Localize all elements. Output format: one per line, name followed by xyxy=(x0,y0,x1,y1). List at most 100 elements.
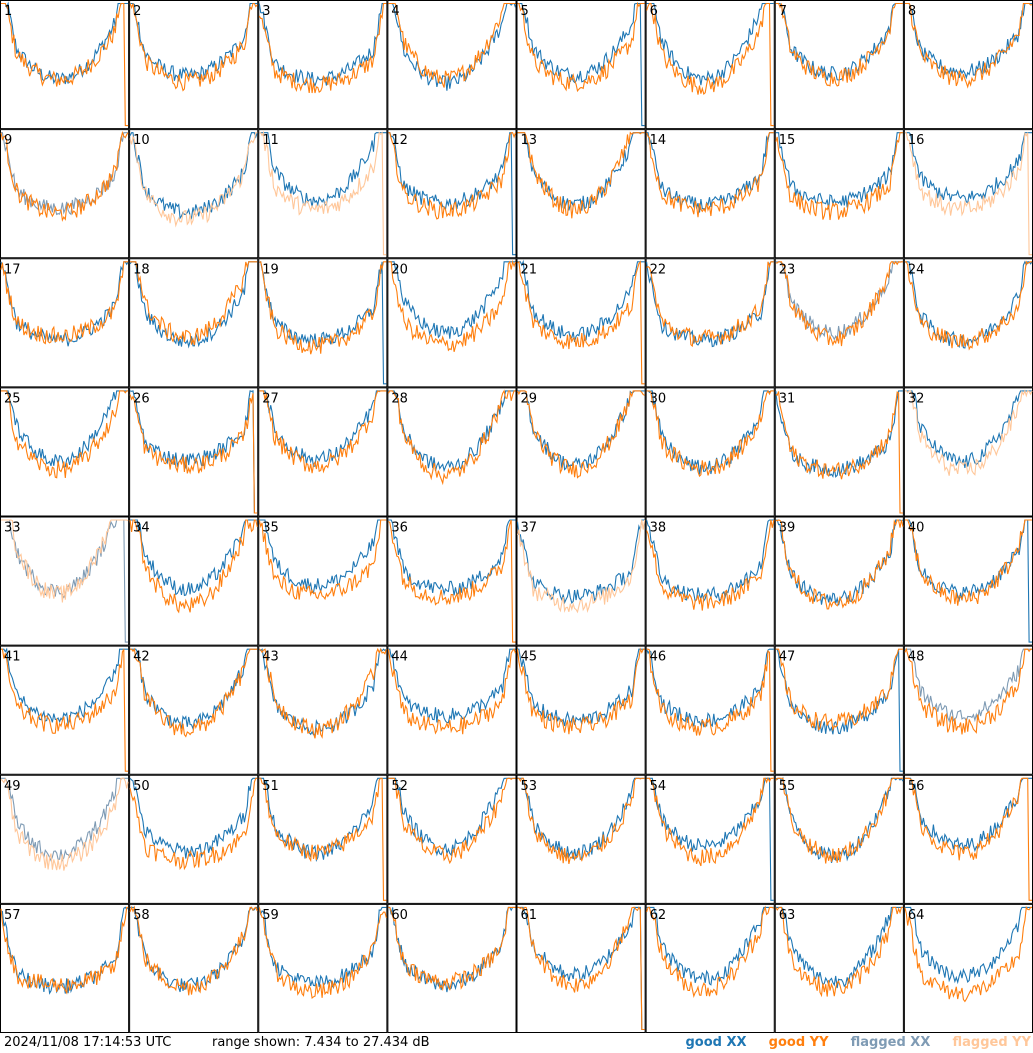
panel-number: 54 xyxy=(650,779,667,794)
xx-trace xyxy=(129,261,258,349)
panel-31: 31 xyxy=(774,387,904,517)
panel-number: 13 xyxy=(521,133,538,148)
xx-trace xyxy=(259,261,387,385)
panel-17: 17 xyxy=(0,258,130,388)
xx-trace xyxy=(388,261,516,339)
panel-number: 63 xyxy=(779,908,796,923)
yy-trace xyxy=(775,132,903,221)
panel-number: 15 xyxy=(779,133,796,148)
panel-number: 53 xyxy=(521,779,538,794)
xx-trace xyxy=(775,261,903,342)
yy-trace xyxy=(775,519,904,610)
panel-8: 8 xyxy=(903,0,1033,130)
panel-number: 60 xyxy=(391,908,408,923)
panel-30: 30 xyxy=(645,387,775,517)
yy-trace xyxy=(775,260,903,347)
panel-number: 22 xyxy=(650,262,667,277)
panel-number: 48 xyxy=(908,650,925,665)
panel-13: 13 xyxy=(516,129,646,259)
panel-5: 5 xyxy=(516,0,646,130)
panel-border xyxy=(774,258,904,388)
panel-border xyxy=(129,774,259,904)
yy-trace xyxy=(0,261,129,345)
panel-45: 45 xyxy=(516,645,646,775)
yy-trace xyxy=(129,905,258,996)
panel-number: 2 xyxy=(133,4,141,19)
yy-trace xyxy=(258,907,387,1000)
panel-border xyxy=(645,903,775,1033)
yy-trace xyxy=(129,519,258,614)
yy-trace xyxy=(517,260,645,385)
panel-number: 16 xyxy=(908,133,925,148)
panel-23: 23 xyxy=(774,258,904,388)
panel-border xyxy=(774,0,904,130)
panel-52: 52 xyxy=(387,774,517,904)
xx-trace xyxy=(517,906,645,1031)
timestamp: 2024/11/08 17:14:53 UTC xyxy=(4,1035,172,1050)
footer-bar: 2024/11/08 17:14:53 UTC range shown: 7.4… xyxy=(0,1033,1033,1053)
yy-trace xyxy=(1,2,129,127)
panel-number: 40 xyxy=(908,521,925,536)
xx-trace xyxy=(646,906,774,986)
panel-border xyxy=(258,645,388,775)
panel-55: 55 xyxy=(774,774,904,904)
panel-border xyxy=(516,774,646,904)
xx-trace xyxy=(129,390,258,514)
panel-44: 44 xyxy=(387,645,517,775)
panel-number: 34 xyxy=(133,521,150,536)
panel-number: 51 xyxy=(262,779,279,794)
xx-trace xyxy=(904,648,1032,723)
panel-number: 62 xyxy=(650,908,667,923)
xx-trace xyxy=(775,648,903,772)
panel-border xyxy=(903,387,1033,517)
panel-border xyxy=(258,387,388,517)
yy-trace xyxy=(259,390,387,474)
panel-number: 28 xyxy=(391,391,408,406)
panel-border xyxy=(516,903,646,1033)
panel-number: 8 xyxy=(908,4,916,19)
panel-number: 35 xyxy=(262,521,279,536)
xx-trace xyxy=(259,519,387,594)
panel-number: 14 xyxy=(650,133,667,148)
panel-number: 4 xyxy=(391,4,399,19)
xx-trace xyxy=(646,519,774,603)
yy-trace xyxy=(517,1,645,93)
panel-28: 28 xyxy=(387,387,517,517)
panel-number: 44 xyxy=(391,650,408,665)
yy-trace xyxy=(775,777,903,864)
panel-26: 26 xyxy=(129,387,259,517)
panel-border xyxy=(258,516,388,646)
yy-trace xyxy=(646,648,774,772)
panel-51: 51 xyxy=(258,774,388,904)
yy-trace xyxy=(130,261,258,346)
panel-number: 57 xyxy=(4,908,21,923)
panel-20: 20 xyxy=(387,258,517,388)
panel-14: 14 xyxy=(645,129,775,259)
yy-trace xyxy=(904,131,1032,256)
yy-trace xyxy=(129,393,258,514)
xx-trace xyxy=(1,777,129,862)
yy-trace xyxy=(388,259,517,352)
panel-border xyxy=(774,903,904,1033)
panel-number: 31 xyxy=(779,391,796,406)
yy-trace xyxy=(388,777,516,865)
panel-border xyxy=(774,645,904,775)
panel-number: 11 xyxy=(262,133,279,148)
xx-trace xyxy=(1,519,129,643)
panel-number: 29 xyxy=(521,391,538,406)
panel-border xyxy=(387,516,517,646)
panel-16: 16 xyxy=(903,129,1033,259)
panel-border xyxy=(129,387,259,517)
panel-border xyxy=(258,903,388,1033)
yy-trace xyxy=(904,519,1032,606)
panel-29: 29 xyxy=(516,387,646,517)
yy-trace xyxy=(904,905,1032,1003)
panel-33: 33 xyxy=(0,516,130,646)
panel-15: 15 xyxy=(774,129,904,259)
panel-number: 6 xyxy=(650,4,658,19)
panel-border xyxy=(387,774,517,904)
yy-trace xyxy=(258,2,387,94)
panel-border xyxy=(0,516,130,646)
panel-border xyxy=(129,645,259,775)
